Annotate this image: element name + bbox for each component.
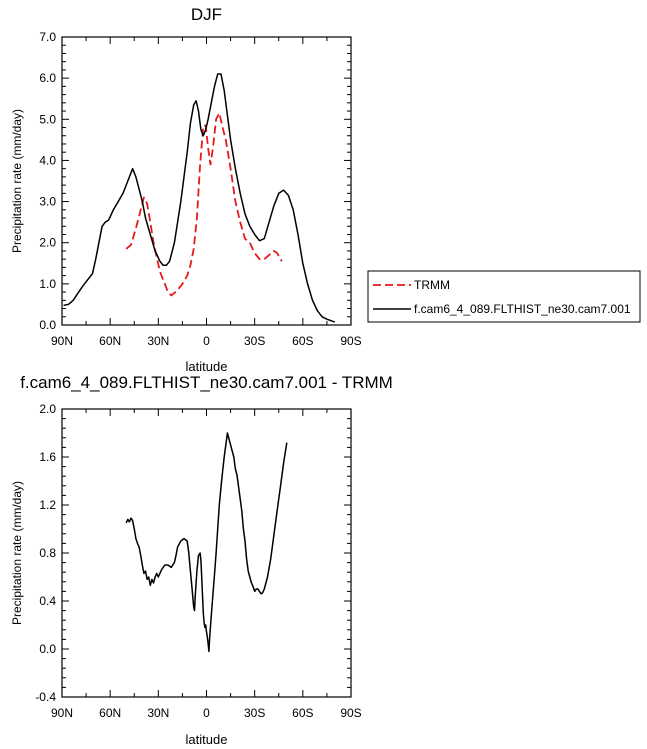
panel-1-ytick-label: 1.0 <box>39 277 56 291</box>
panel-1-series-line-1 <box>125 112 283 297</box>
panel-2-xtick-label: 30N <box>147 706 169 720</box>
panel-2-xtick-label: 60S <box>292 706 313 720</box>
panel-1-xtick-label: 30S <box>244 334 265 348</box>
panel-1-xtick-label: 90S <box>340 334 361 348</box>
panel-2-x-axis-label: latitude <box>186 732 228 747</box>
panel-2-ytick-label: 1.2 <box>39 498 56 512</box>
panel-1-xtick-label: 60N <box>99 334 121 348</box>
panel-2-ytick-label: -0.4 <box>35 690 56 704</box>
panel-2-ytick-label: 0.0 <box>39 642 56 656</box>
panel-1-legend-box <box>367 270 641 323</box>
panel-1-ytick-label: 7.0 <box>39 30 56 44</box>
panel-1-series-line-2 <box>63 73 336 323</box>
panel-1-ytick-label: 2.0 <box>39 236 56 250</box>
panel-1-xtick-label: 60S <box>292 334 313 348</box>
panel-2-frame <box>61 408 352 698</box>
panel-1-xtick-label: 30N <box>147 334 169 348</box>
panel-2-ytick-label: 1.6 <box>39 450 56 464</box>
panel-1-y-axis-label: Precipitation rate (mm/day) <box>10 109 24 253</box>
panel-1-ytick-label: 5.0 <box>39 112 56 126</box>
panel-1-ytick-label: 3.0 <box>39 195 56 209</box>
panel-2-series-line-1 <box>125 432 288 653</box>
panel-1-ytick-label: 4.0 <box>39 153 56 167</box>
panel-2-xtick-label: 90S <box>340 706 361 720</box>
panel-2-xtick-label: 90N <box>51 706 73 720</box>
panel-2-ytick-label: 2.0 <box>39 402 56 416</box>
panel-1-xtick-label: 0 <box>203 334 210 348</box>
panel-1-legend-label-2: f.cam6_4_089.FLTHIST_ne30.cam7.001 <box>414 302 631 316</box>
panel-1-ytick-label: 6.0 <box>39 71 56 85</box>
panel-1-xtick-label: 90N <box>51 334 73 348</box>
panel-2-title: f.cam6_4_089.FLTHIST_ne30.cam7.001 - TRM… <box>20 373 393 392</box>
panel-1-legend-label-1: TRMM <box>414 278 450 292</box>
panel-2-ytick-label: 0.4 <box>39 594 56 608</box>
panel-1-x-axis-label: latitude <box>186 359 228 374</box>
panel-2-xtick-label: 30S <box>244 706 265 720</box>
panel-2-y-axis-label: Precipitation rate (mm/day) <box>10 481 24 625</box>
panel-2-ytick-label: 0.8 <box>39 546 56 560</box>
panel-2-xtick-label: 0 <box>203 706 210 720</box>
panel-1-title: DJF <box>191 5 222 24</box>
panel-2-xtick-label: 60N <box>99 706 121 720</box>
panel-1-ytick-label: 0.0 <box>39 318 56 332</box>
